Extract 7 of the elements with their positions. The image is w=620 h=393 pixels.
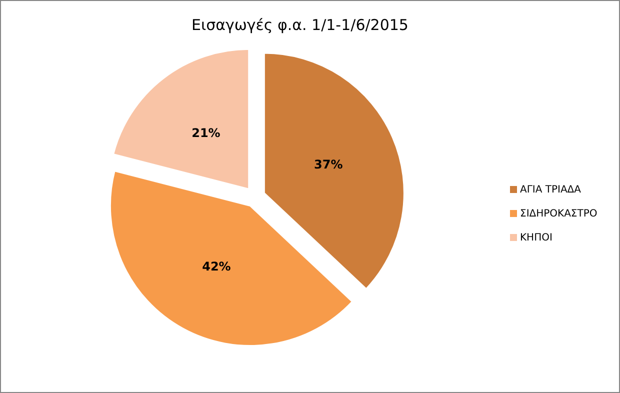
data-label: 42% bbox=[202, 259, 231, 274]
data-label: 21% bbox=[192, 126, 220, 140]
data-label: 37% bbox=[314, 158, 343, 172]
legend-label: ΣΙΔΗΡΟΚΑΣΤΡΟ bbox=[520, 208, 598, 220]
legend-label: ΑΓΙΑ ΤΡΙΑΔΑ bbox=[520, 184, 582, 196]
legend-label: ΚΗΠΟΙ bbox=[520, 232, 552, 244]
chart-title: Εισαγωγές φ.α. 1/1-1/6/2015 bbox=[192, 16, 408, 34]
